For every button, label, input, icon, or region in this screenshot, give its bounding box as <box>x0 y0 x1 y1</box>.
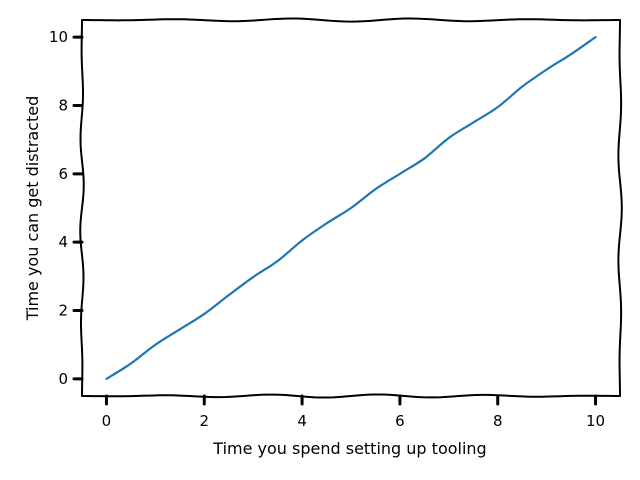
x-tick-label: 0 <box>102 412 112 430</box>
y-tick-label: 8 <box>58 96 68 114</box>
x-tick-label: 6 <box>395 412 405 430</box>
y-tick-label: 4 <box>58 233 68 251</box>
x-tick-label: 10 <box>586 412 605 430</box>
series-line-0 <box>105 35 597 381</box>
x-tick-label: 4 <box>297 412 307 430</box>
y-tick-label: 0 <box>58 370 68 388</box>
series-lines <box>105 35 597 381</box>
y-tick-label: 10 <box>49 28 68 46</box>
y-tick-label: 6 <box>58 165 68 183</box>
x-axis-label: Time you spend setting up tooling <box>212 439 486 458</box>
plot-border-right <box>617 19 623 397</box>
tick-labels: 0 2 4 6 8 10 0 2 4 6 8 10 <box>49 28 605 430</box>
x-tick-label: 8 <box>493 412 503 430</box>
y-axis-label: Time you can get distracted <box>23 96 42 322</box>
plot-frame <box>79 17 623 399</box>
x-tick-label: 2 <box>199 412 209 430</box>
plot-border-bottom <box>81 393 621 399</box>
plot-border-left <box>79 19 85 397</box>
axis-ticks <box>72 35 598 406</box>
plot-border-top <box>81 17 621 23</box>
y-tick-label: 2 <box>58 302 68 320</box>
